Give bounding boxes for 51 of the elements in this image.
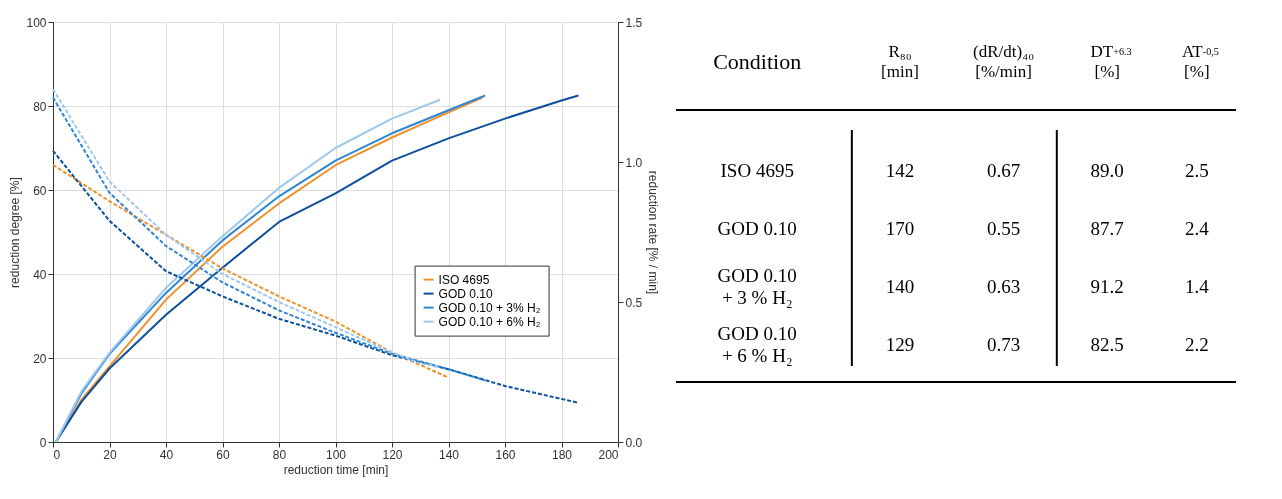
text: 87.7 <box>1090 218 1124 239</box>
y-tick-label: 40 <box>33 267 47 282</box>
x-tick-label: 80 <box>272 447 287 462</box>
x-tick-label: 40 <box>159 447 174 462</box>
category-label: Condition <box>713 49 802 74</box>
x-tick-label: 120 <box>382 447 403 462</box>
legend-label: GOD 0.10 + 3% H₂ <box>438 300 541 315</box>
y-tick-label: 100 <box>26 15 47 30</box>
text: 82.5 <box>1090 334 1124 355</box>
text: 89.0 <box>1090 160 1124 181</box>
text: 2.2 <box>1184 334 1209 355</box>
y2-tick-label: 0.5 <box>625 295 643 310</box>
text: 142 <box>885 160 915 181</box>
x-tick-label: 200 <box>598 447 619 462</box>
text: 91.2 <box>1090 276 1124 297</box>
text: 0.63 <box>986 276 1021 297</box>
x-tick-label: 180 <box>551 447 573 462</box>
legend-label: GOD 0.10 <box>438 286 493 301</box>
category-label: GOD 0.10 + 6 % H₂ <box>717 323 797 366</box>
x-tick-label: 140 <box>438 447 460 462</box>
legend-label: GOD 0.10 + 6% H₂ <box>438 314 541 329</box>
category-label: (dR/dt)₄₀ [%/min] <box>973 42 1035 81</box>
text: 140 <box>885 276 915 297</box>
category-label: ISO 4695 <box>720 160 794 181</box>
x-tick-label: 20 <box>103 447 117 462</box>
text: 2.4 <box>1184 218 1209 239</box>
category-label: GOD 0.10 + 3 % H₂ <box>717 265 797 308</box>
text: 170 <box>885 218 915 239</box>
text: 0.55 <box>986 218 1021 239</box>
x-tick-label: 0 <box>53 447 61 462</box>
text: 2.5 <box>1184 160 1209 181</box>
category-label: GOD 0.10 <box>717 218 797 239</box>
x-tick-label: 60 <box>216 447 230 462</box>
y-tick-label: 60 <box>33 183 47 198</box>
y2-axis-title: reduction rate [% / min] <box>646 170 661 295</box>
y-tick-label: 80 <box>33 99 47 114</box>
y-tick-label: 0 <box>39 435 47 450</box>
y-axis-title: reduction degree [%] <box>8 177 23 288</box>
text: 0.73 <box>986 334 1021 355</box>
y2-tick-label: 1.0 <box>625 155 643 170</box>
y-tick-label: 20 <box>33 351 47 366</box>
legend-label: ISO 4695 <box>438 272 490 287</box>
category-label: R₈₀ [min] <box>881 42 919 81</box>
y2-tick-label: 1.5 <box>625 15 643 30</box>
x-axis-title: reduction time [min] <box>283 462 389 477</box>
text: 0.67 <box>986 160 1021 181</box>
text: 1.4 <box>1184 276 1209 297</box>
text: 129 <box>885 334 915 355</box>
x-tick-label: 160 <box>495 447 516 462</box>
y2-tick-label: 0.0 <box>625 435 643 450</box>
x-tick-label: 100 <box>325 447 347 462</box>
